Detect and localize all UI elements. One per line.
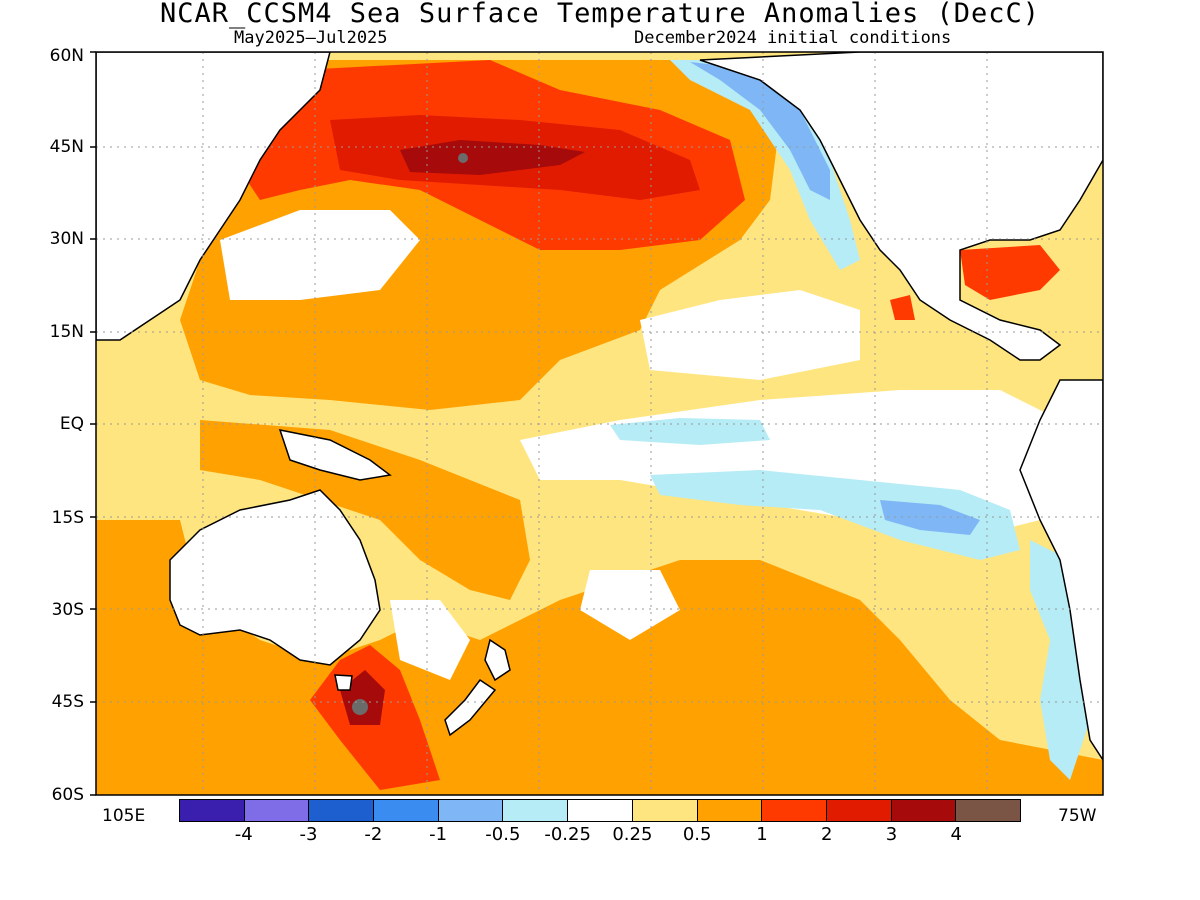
lat-label-eq: EQ <box>59 414 84 434</box>
colorbar <box>179 799 1021 822</box>
lon-label-75w: 75W <box>1058 806 1097 826</box>
valid-period: May2025–Jul2025 <box>234 28 388 48</box>
anomaly-region-equatorial-cool <box>610 418 770 445</box>
new-zealand-north-island <box>484 638 511 682</box>
tasmania <box>334 674 353 691</box>
graticule <box>96 52 1103 795</box>
lat-label-45s: 45S <box>51 692 84 712</box>
colorbar-tick-label: -0.25 <box>544 824 591 845</box>
colorbar-swatch <box>956 800 1020 821</box>
colorbar-swatch <box>503 800 569 821</box>
anomaly-region-neutral-subtropics <box>220 210 420 300</box>
anomaly-region-gulf-mexico-hot <box>960 245 1060 300</box>
colorbar-tick-label: 1 <box>756 824 768 845</box>
lon-label-105e: 105E <box>102 806 146 826</box>
new-guinea-landmass <box>278 429 392 481</box>
map-title: NCAR_CCSM4 Sea Surface Temperature Anoma… <box>159 0 1041 29</box>
lat-label-60s: 60S <box>51 785 84 805</box>
colorbar-tick-label: 4 <box>950 824 962 845</box>
lat-label-60n: 60N <box>49 46 84 66</box>
axis-ticks <box>90 51 96 796</box>
colorbar-tick-label: -2 <box>364 824 383 845</box>
north-america-landmass <box>699 52 1103 361</box>
colorbar-swatch <box>632 800 698 821</box>
colorbar-swatch <box>826 800 892 821</box>
colorbar-tick-label: 0.25 <box>612 824 653 845</box>
lat-label-15n: 15N <box>49 322 84 342</box>
anomaly-region-mexico-west-hot <box>890 295 915 320</box>
anomaly-region-kuroshio-hottest <box>400 140 585 175</box>
lat-label-45n: 45N <box>49 137 84 157</box>
colorbar-swatch <box>180 800 245 821</box>
colorbar-swatch <box>762 800 827 821</box>
land-masses <box>96 52 1103 762</box>
anomaly-region-california-cool <box>670 60 860 270</box>
colorbar-swatch <box>309 800 375 821</box>
initial-conditions: December2024 initial conditions <box>634 28 952 48</box>
lat-label-15s: 15S <box>51 508 84 528</box>
anomaly-region-neutral-south-central <box>580 570 680 640</box>
anomaly-region-neutral-australia-south <box>390 600 470 680</box>
anomaly-region-south-equatorial-cool <box>650 470 1020 560</box>
colorbar-tick-label: -4 <box>234 824 253 845</box>
anomaly-max-marker-south <box>352 699 368 715</box>
colorbar-swatch <box>697 800 763 821</box>
colorbar-swatch <box>438 800 504 821</box>
colorbar-tick-label: 2 <box>820 824 833 845</box>
lat-label-30s: 30S <box>51 600 84 620</box>
colorbar-tick-label: 3 <box>885 824 898 845</box>
colorbar-tick-label: -0.5 <box>485 824 521 845</box>
anomaly-region-california-cooler <box>690 62 830 200</box>
asia-landmass <box>96 52 331 341</box>
colorbar-tick-label: -1 <box>429 824 448 845</box>
lat-label-30n: 30N <box>49 229 84 249</box>
south-america-landmass <box>1019 379 1103 762</box>
australia-landmass <box>169 489 381 666</box>
colorbar-tick-label: 0.5 <box>682 824 712 845</box>
anomaly-region-warm-pool <box>200 420 530 600</box>
anomaly-max-marker-north <box>458 153 468 163</box>
colorbar-swatch <box>244 800 310 821</box>
colorbar-swatch <box>891 800 957 821</box>
colorbar-swatch <box>568 800 633 821</box>
colorbar-tick-label: -3 <box>299 824 318 845</box>
new-zealand-south-island <box>444 678 497 737</box>
anomaly-region-neutral-east-north <box>640 290 860 380</box>
colorbar-swatch <box>374 800 439 821</box>
